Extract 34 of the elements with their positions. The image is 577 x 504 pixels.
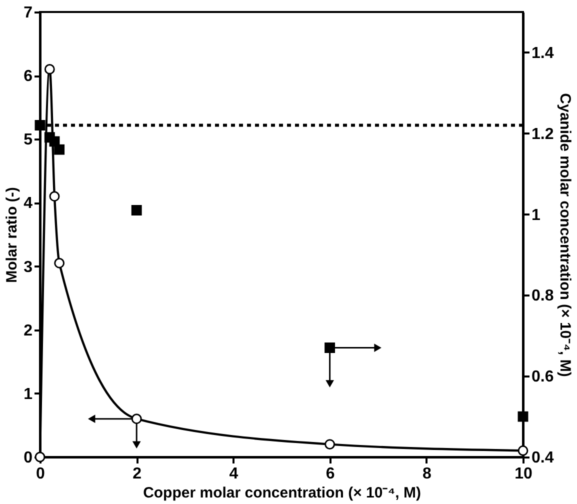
x-tick-label: 8	[422, 466, 432, 482]
point	[518, 445, 528, 456]
x-axis-title: Copper molar concentration (× 10⁻⁴, M)	[143, 484, 421, 502]
point	[44, 64, 55, 74]
y2-tick-label: 0.4	[532, 450, 554, 466]
point	[34, 120, 46, 130]
point	[131, 205, 142, 216]
y-tick-label: 4	[24, 195, 33, 212]
y-tick-label: 5	[24, 132, 33, 149]
point	[518, 411, 528, 422]
y2-tick-label: 1	[532, 206, 540, 224]
y-axis-title: Molar ratio (-)	[4, 187, 21, 283]
x-tick-label: 4	[229, 466, 238, 482]
y-tick-label: 7	[24, 4, 33, 22]
point	[49, 191, 60, 202]
y2-axis-title: Cyanide molar concentration (× 10⁻⁴, M)	[556, 93, 574, 377]
x-tick-label: 10	[514, 466, 532, 482]
point	[324, 342, 336, 353]
x-tick-label: 2	[132, 466, 142, 482]
y-tick-label: 3	[24, 258, 33, 276]
y2-tick-label: 1.2	[532, 126, 554, 143]
point	[324, 439, 336, 450]
x-tick-label: 0	[36, 466, 46, 482]
y-tick-label: 2	[24, 322, 33, 340]
y-tick-label: 6	[24, 68, 33, 86]
point	[54, 258, 65, 268]
point	[131, 414, 142, 424]
y-tick-label: 0	[24, 450, 33, 466]
y-tick-label: 1	[24, 386, 33, 403]
y2-tick-label: 0.8	[532, 288, 554, 305]
y2-tick-label: 1.4	[532, 44, 554, 62]
y2-tick-label: 0.6	[532, 368, 554, 386]
x-tick-label: 6	[326, 466, 335, 482]
point	[54, 144, 65, 155]
